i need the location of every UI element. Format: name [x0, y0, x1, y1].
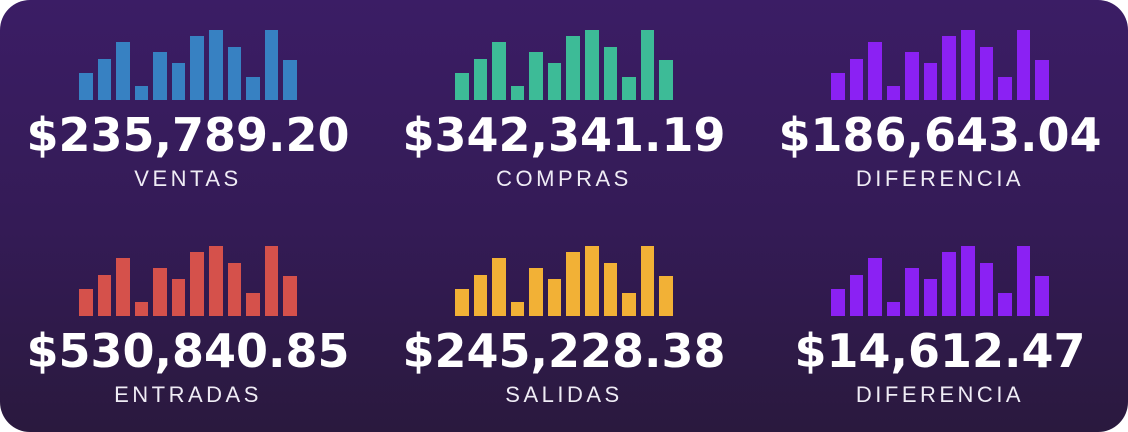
spark-bar: [998, 292, 1012, 316]
spark-bar: [116, 257, 130, 316]
spark-bar: [923, 62, 938, 100]
kpi-amount: $235,789.20: [26, 107, 350, 162]
spark-bar: [190, 36, 205, 100]
spark-bar: [79, 288, 93, 316]
sparkline-bar-chart: [79, 29, 297, 100]
spark-bar: [868, 257, 882, 316]
sparkline-bar-chart: [455, 245, 673, 316]
spark-bar: [640, 245, 655, 316]
spark-bar: [942, 252, 957, 316]
kpi-tile-compras: $342,341.19 COMPRAS: [376, 0, 752, 216]
spark-bar: [603, 47, 618, 100]
spark-bar: [79, 72, 93, 100]
spark-bar: [529, 267, 543, 316]
spark-bar: [171, 278, 186, 316]
spark-bar: [529, 51, 543, 100]
spark-bar: [659, 275, 673, 316]
spark-bar: [97, 275, 112, 316]
spark-bar: [227, 47, 242, 100]
spark-bar: [510, 301, 525, 316]
spark-bar: [473, 275, 488, 316]
spark-bar: [585, 29, 599, 100]
spark-bar: [492, 257, 506, 316]
spark-bar: [998, 76, 1012, 100]
spark-bar: [153, 267, 167, 316]
sparkline-bar-chart: [831, 29, 1049, 100]
spark-bar: [566, 252, 581, 316]
spark-bar: [455, 288, 469, 316]
spark-bar: [942, 36, 957, 100]
spark-bar: [831, 72, 845, 100]
kpi-label: ENTRADAS: [114, 382, 262, 408]
spark-bar: [585, 245, 599, 316]
spark-bar: [264, 245, 279, 316]
spark-bar: [264, 29, 279, 100]
spark-bar: [153, 51, 167, 100]
kpi-amount: $14,612.47: [794, 323, 1086, 378]
kpi-tile-ventas: $235,789.20 VENTAS: [0, 0, 376, 216]
spark-bar: [283, 59, 297, 100]
spark-bar: [190, 252, 205, 316]
kpi-tile-diferencia-top: $186,643.04 DIFERENCIA: [752, 0, 1128, 216]
spark-bar: [886, 85, 901, 100]
kpi-label: DIFERENCIA: [855, 166, 1025, 192]
spark-bar: [547, 62, 562, 100]
spark-bar: [979, 263, 994, 316]
spark-bar: [227, 263, 242, 316]
spark-bar: [473, 59, 488, 100]
kpi-label: VENTAS: [134, 166, 242, 192]
spark-bar: [566, 36, 581, 100]
spark-bar: [455, 72, 469, 100]
spark-bar: [659, 59, 673, 100]
spark-bar: [510, 85, 525, 100]
kpi-label: DIFERENCIA: [855, 382, 1025, 408]
kpi-amount: $342,341.19: [402, 107, 726, 162]
spark-bar: [868, 41, 882, 100]
spark-bar: [849, 275, 864, 316]
spark-bar: [134, 85, 149, 100]
kpi-amount: $530,840.85: [26, 323, 350, 378]
spark-bar: [134, 301, 149, 316]
spark-bar: [961, 245, 975, 316]
spark-bar: [979, 47, 994, 100]
spark-bar: [886, 301, 901, 316]
spark-bar: [547, 278, 562, 316]
kpi-amount: $186,643.04: [778, 107, 1102, 162]
spark-bar: [1016, 29, 1031, 100]
spark-bar: [849, 59, 864, 100]
spark-bar: [905, 267, 919, 316]
spark-bar: [116, 41, 130, 100]
spark-bar: [622, 76, 636, 100]
kpi-label: COMPRAS: [496, 166, 632, 192]
spark-bar: [905, 51, 919, 100]
spark-bar: [209, 29, 223, 100]
sparkline-bar-chart: [831, 245, 1049, 316]
spark-bar: [209, 245, 223, 316]
spark-bar: [246, 76, 260, 100]
spark-bar: [1016, 245, 1031, 316]
spark-bar: [283, 275, 297, 316]
kpi-tile-entradas: $530,840.85 ENTRADAS: [0, 216, 376, 432]
spark-bar: [97, 59, 112, 100]
spark-bar: [640, 29, 655, 100]
spark-bar: [603, 263, 618, 316]
kpi-label: SALIDAS: [505, 382, 623, 408]
spark-bar: [961, 29, 975, 100]
kpi-tile-diferencia-bottom: $14,612.47 DIFERENCIA: [752, 216, 1128, 432]
spark-bar: [831, 288, 845, 316]
spark-bar: [492, 41, 506, 100]
spark-bar: [246, 292, 260, 316]
spark-bar: [1035, 275, 1049, 316]
sparkline-bar-chart: [455, 29, 673, 100]
kpi-tile-salidas: $245,228.38 SALIDAS: [376, 216, 752, 432]
spark-bar: [1035, 59, 1049, 100]
spark-bar: [622, 292, 636, 316]
kpi-amount: $245,228.38: [402, 323, 726, 378]
sparkline-bar-chart: [79, 245, 297, 316]
spark-bar: [923, 278, 938, 316]
spark-bar: [171, 62, 186, 100]
